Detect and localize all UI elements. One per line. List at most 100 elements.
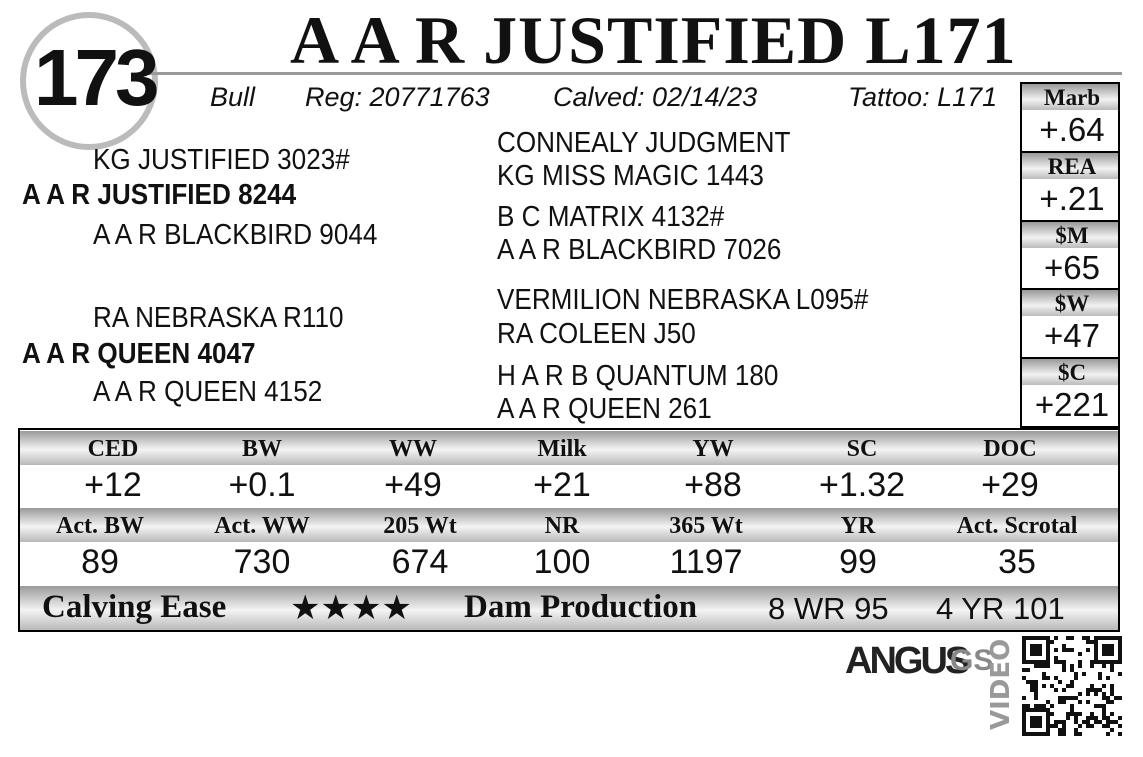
epds-value: +0.1 <box>228 466 296 504</box>
qr-module <box>1094 692 1098 696</box>
qr-module <box>1034 720 1038 724</box>
qr-module <box>1098 676 1102 680</box>
qr-module <box>1090 664 1094 668</box>
qr-module <box>1094 636 1098 640</box>
qr-module <box>1030 720 1034 724</box>
qr-module <box>1094 648 1098 652</box>
qr-module <box>1066 696 1070 700</box>
qr-module <box>1070 648 1074 652</box>
dam-production-label: Dam Production <box>464 589 698 625</box>
qr-module <box>1094 644 1098 648</box>
qr-module <box>1030 652 1034 656</box>
side-epd-value: +.64 <box>1039 111 1105 148</box>
qr-module <box>1086 688 1090 692</box>
qr-module <box>1022 704 1026 708</box>
qr-module <box>1090 684 1094 688</box>
qr-module <box>1034 688 1038 692</box>
qr-module <box>1078 712 1082 716</box>
epds-value: +29 <box>981 466 1039 504</box>
qr-module <box>1090 712 1094 716</box>
qr-module <box>1086 700 1090 704</box>
grand-parent: VERMILION NEBRASKA L095# <box>497 284 869 316</box>
qr-module <box>1102 692 1106 696</box>
qr-module <box>1054 724 1058 728</box>
qr-module <box>1022 728 1026 732</box>
qr-module <box>1106 648 1110 652</box>
qr-module <box>1074 732 1078 736</box>
qr-module <box>1022 644 1026 648</box>
qr-module <box>1106 652 1110 656</box>
qr-module <box>1054 656 1058 660</box>
qr-module <box>1062 644 1066 648</box>
qr-module <box>1022 716 1026 720</box>
qr-module <box>1110 720 1114 724</box>
qr-module <box>1058 660 1062 664</box>
qr-module <box>1022 668 1026 672</box>
qr-module <box>1054 660 1058 664</box>
qr-module <box>1058 680 1062 684</box>
qr-module <box>1102 648 1106 652</box>
actuals-label: Act. Scrotal <box>956 513 1078 539</box>
qr-module <box>1022 732 1026 736</box>
qr-module <box>1082 672 1086 676</box>
qr-module <box>1110 644 1114 648</box>
side-epd-value: +65 <box>1044 248 1100 286</box>
qr-module <box>1094 652 1098 656</box>
qr-module <box>1078 664 1082 668</box>
side-epd-label: Marb <box>1043 85 1101 110</box>
epds-label: WW <box>389 436 437 462</box>
qr-module <box>1034 636 1038 640</box>
actuals-value: 730 <box>233 543 291 581</box>
qr-module <box>1094 704 1098 708</box>
side-epd-divider <box>1020 357 1120 360</box>
qr-module <box>1110 712 1114 716</box>
calving-ease-stars: ★★★★ <box>290 588 412 628</box>
qr-module <box>1046 652 1050 656</box>
qr-module <box>1058 720 1062 724</box>
registration: Reg: 20771763 <box>305 82 490 112</box>
qr-module <box>1062 720 1066 724</box>
qr-module <box>1046 648 1050 652</box>
qr-module <box>1034 724 1038 728</box>
qr-module <box>1038 732 1042 736</box>
qr-module <box>1070 696 1074 700</box>
qr-module <box>1038 636 1042 640</box>
qr-module <box>1118 724 1122 728</box>
qr-module <box>1046 644 1050 648</box>
epds-value: +88 <box>684 466 742 504</box>
qr-module <box>1074 712 1078 716</box>
qr-module <box>1102 696 1106 700</box>
lot-circle <box>20 12 158 150</box>
grand-parent: B C MATRIX 4132# <box>497 201 725 233</box>
qr-module <box>1046 728 1050 732</box>
qr-module <box>1034 648 1038 652</box>
qr-module <box>1026 668 1030 672</box>
qr-module <box>1070 708 1074 712</box>
qr-module <box>1038 724 1042 728</box>
dam-dam: A A R QUEEN 4152 <box>93 376 323 408</box>
qr-module <box>1106 716 1110 720</box>
qr-module <box>1038 708 1042 712</box>
qr-module <box>1034 732 1038 736</box>
qr-module <box>1022 696 1026 700</box>
qr-module <box>1074 728 1078 732</box>
qr-module <box>1054 648 1058 652</box>
qr-module <box>1034 684 1038 688</box>
qr-module <box>1094 720 1098 724</box>
qr-module <box>1062 648 1066 652</box>
actuals-label: Act. BW <box>56 513 144 539</box>
qr-module <box>1086 636 1090 640</box>
epds-label: Milk <box>537 436 587 462</box>
qr-module <box>1062 668 1066 672</box>
qr-module <box>1078 692 1082 696</box>
qr-module <box>1038 716 1042 720</box>
tattoo: Tattoo: L171 <box>848 82 998 112</box>
actuals-label: Act. WW <box>214 513 310 539</box>
qr-module <box>1034 652 1038 656</box>
qr-module <box>1118 716 1122 720</box>
qr-module <box>1118 652 1122 656</box>
qr-module <box>1070 680 1074 684</box>
qr-module <box>1078 700 1082 704</box>
dam-production-yearling: 4 YR 101 <box>936 591 1065 626</box>
side-epd-label: $C <box>1057 360 1087 386</box>
